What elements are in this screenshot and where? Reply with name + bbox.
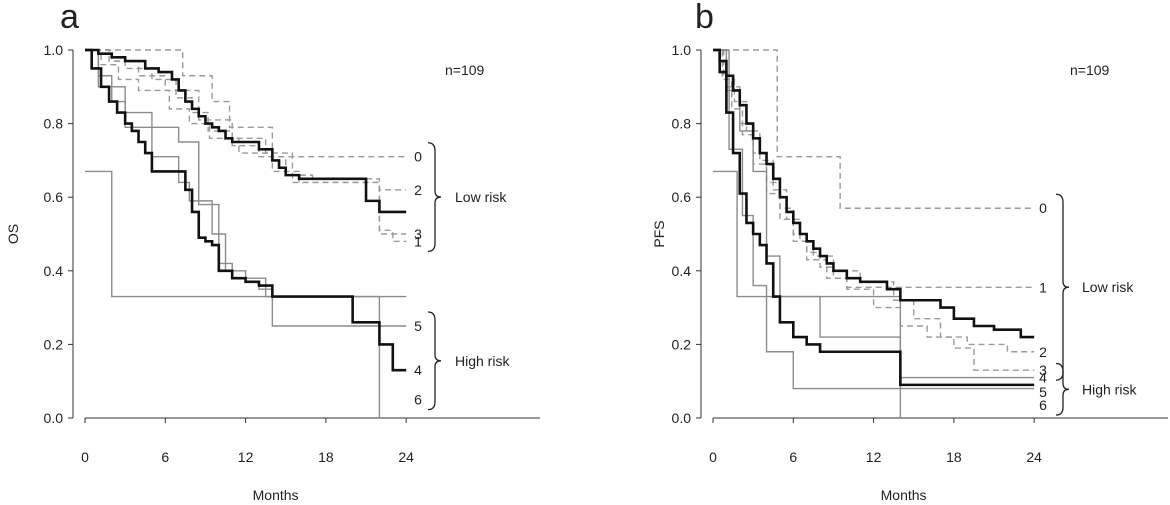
- curve-label-4: 4: [1039, 370, 1047, 386]
- curve-label-3: 3: [414, 226, 422, 242]
- survival-curve-5: [713, 49, 1035, 390]
- survival-curve-4: [85, 49, 407, 298]
- survival-curve-1: [713, 49, 1035, 289]
- y-tick-label: 1.0: [44, 42, 64, 58]
- x-tick-label: 18: [318, 449, 334, 465]
- curve-label-5: 5: [414, 318, 422, 334]
- y-tick-label: 0.4: [44, 263, 64, 279]
- x-axis-title: Months: [253, 487, 299, 503]
- curve-label-4: 4: [414, 362, 422, 378]
- group-brace: [1055, 362, 1070, 416]
- y-axis-title: OS: [5, 224, 21, 244]
- risk-group-label: High risk: [455, 353, 510, 369]
- risk-group-label: High risk: [1082, 381, 1137, 397]
- y-tick-label: 0.4: [672, 263, 692, 279]
- survival-curve-low-risk-pooled: [85, 48, 407, 214]
- curve-label-3: 3: [1039, 362, 1047, 378]
- survival-curve-6: [85, 170, 381, 418]
- y-axis-title: PFS: [651, 220, 667, 247]
- y-tick-label: 0.2: [672, 336, 692, 352]
- survival-curve-high-risk-pooled: [713, 48, 1035, 387]
- x-tick-label: 0: [709, 449, 717, 465]
- y-tick-label: 0.2: [44, 336, 64, 352]
- survival-curve-2: [713, 49, 1035, 353]
- x-axis-title: Months: [881, 487, 927, 503]
- y-tick-label: 1.0: [672, 42, 692, 58]
- y-tick-label: 0.0: [44, 410, 64, 426]
- x-tick-label: 12: [238, 449, 254, 465]
- risk-group-label: Low risk: [1082, 279, 1134, 295]
- x-tick-label: 24: [398, 449, 414, 465]
- survival-curve-0: [713, 49, 1035, 209]
- curve-label-1: 1: [1039, 279, 1047, 295]
- x-tick-label: 18: [946, 449, 962, 465]
- y-tick-label: 0.0: [672, 410, 692, 426]
- risk-group-label: Low risk: [455, 189, 507, 205]
- survival-curve-1: [85, 49, 407, 243]
- group-brace: [427, 311, 442, 411]
- curve-label-5: 5: [1039, 384, 1047, 400]
- survival-curve-high-risk-pooled: [85, 48, 407, 372]
- y-tick-label: 0.6: [672, 189, 692, 205]
- y-tick-label: 0.8: [672, 116, 692, 132]
- survival-curve-4: [713, 49, 1035, 379]
- survival-curve-low-risk-pooled: [713, 48, 1035, 339]
- curve-label-6: 6: [1039, 397, 1047, 413]
- curve-label-6: 6: [414, 392, 422, 408]
- curve-label-0: 0: [414, 149, 422, 165]
- group-brace: [427, 142, 442, 253]
- curve-label-2: 2: [414, 182, 422, 198]
- panel-a-os-chart: a0.00.20.40.60.81.00 6 12 18 24MonthsOSn=109…: [5, 0, 540, 503]
- curve-label-0: 0: [1039, 200, 1047, 216]
- survival-curve-3: [713, 49, 1035, 371]
- group-brace: [1055, 193, 1070, 381]
- curve-label-2: 2: [1039, 344, 1047, 360]
- x-tick-label: 12: [866, 449, 882, 465]
- y-tick-label: 0.8: [44, 116, 64, 132]
- panel-letter: b: [695, 0, 714, 36]
- panel-letter: a: [60, 0, 79, 36]
- y-tick-label: 0.6: [44, 189, 64, 205]
- x-tick-label: 24: [1026, 449, 1042, 465]
- x-tick-label: 0: [81, 449, 89, 465]
- sample-size-label: n=109: [1070, 62, 1110, 78]
- survival-curve-5: [85, 49, 407, 327]
- survival-curve-2: [85, 49, 407, 191]
- sample-size-label: n=109: [445, 62, 485, 78]
- panel-b-pfs-chart: b0.00.20.40.60.81.00 6 12 18 24MonthsPFSn=10…: [651, 0, 1168, 503]
- x-tick-label: 6: [789, 449, 797, 465]
- survival-curve-6: [713, 170, 902, 418]
- curve-label-1: 1: [414, 233, 422, 249]
- x-tick-label: 6: [161, 449, 169, 465]
